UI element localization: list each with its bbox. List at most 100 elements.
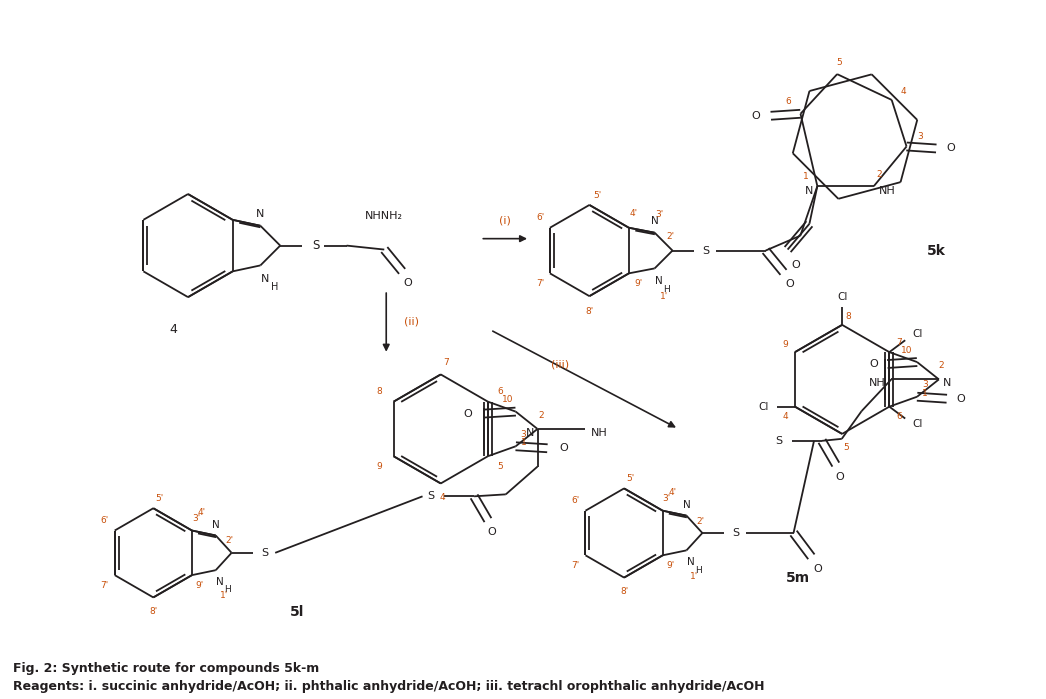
Text: S: S xyxy=(427,491,434,501)
Text: 4': 4' xyxy=(668,489,677,498)
Text: NH: NH xyxy=(869,378,886,389)
Text: NHNH₂: NHNH₂ xyxy=(364,211,403,221)
Text: 5m: 5m xyxy=(786,570,810,584)
Text: (i): (i) xyxy=(499,216,511,226)
Text: S: S xyxy=(312,239,320,252)
Text: NH: NH xyxy=(880,186,896,196)
Text: 4: 4 xyxy=(440,493,446,502)
Text: 5': 5' xyxy=(593,191,601,199)
Text: H: H xyxy=(663,284,669,294)
Text: Cl: Cl xyxy=(837,292,847,302)
Text: S: S xyxy=(775,436,782,446)
Text: O: O xyxy=(956,394,965,404)
Text: 6': 6' xyxy=(571,496,579,505)
Text: Cl: Cl xyxy=(912,419,923,429)
Text: 9': 9' xyxy=(635,279,643,288)
Text: S: S xyxy=(732,528,740,538)
Text: 7: 7 xyxy=(442,358,449,367)
Text: 6: 6 xyxy=(896,412,902,421)
Text: 8': 8' xyxy=(620,587,629,596)
Text: 1': 1' xyxy=(690,572,699,581)
Text: 5k: 5k xyxy=(927,243,946,257)
Text: 2': 2' xyxy=(666,232,675,241)
Text: 7': 7' xyxy=(571,561,579,570)
Text: 2: 2 xyxy=(876,170,882,179)
Text: Cl: Cl xyxy=(912,329,923,339)
Text: NH: NH xyxy=(591,428,608,438)
Text: N: N xyxy=(525,428,533,438)
Text: 6: 6 xyxy=(786,97,792,106)
Text: O: O xyxy=(487,527,496,537)
Text: N: N xyxy=(683,500,690,510)
Text: 4: 4 xyxy=(169,324,177,336)
Text: O: O xyxy=(404,278,412,288)
Text: Reagents: i. succinic anhydride/AcOH; ii. phthalic anhydride/AcOH; iii. tetrachl: Reagents: i. succinic anhydride/AcOH; ii… xyxy=(13,679,764,693)
Text: 3: 3 xyxy=(521,430,526,439)
Text: H: H xyxy=(224,586,231,594)
Text: 8': 8' xyxy=(586,308,593,317)
Text: O: O xyxy=(786,279,794,289)
Text: 3': 3' xyxy=(656,210,664,219)
Text: 1: 1 xyxy=(802,172,809,181)
Text: 4': 4' xyxy=(630,210,638,218)
Text: O: O xyxy=(869,359,878,369)
Text: 5': 5' xyxy=(155,493,163,503)
Text: N: N xyxy=(942,378,951,389)
Text: 7': 7' xyxy=(536,279,544,288)
Text: 4: 4 xyxy=(901,87,907,96)
Text: 3': 3' xyxy=(191,514,200,523)
Text: 9': 9' xyxy=(196,581,204,589)
Text: S: S xyxy=(262,548,269,558)
Text: 3': 3' xyxy=(662,494,670,503)
Text: S: S xyxy=(703,245,710,256)
Text: 2: 2 xyxy=(938,361,943,370)
Text: 10: 10 xyxy=(902,345,913,354)
Text: 1: 1 xyxy=(521,438,526,447)
Text: 1': 1' xyxy=(220,591,228,600)
Text: N: N xyxy=(256,209,265,219)
Text: (iii): (iii) xyxy=(550,359,569,370)
Text: 6': 6' xyxy=(536,213,544,222)
Text: 7': 7' xyxy=(100,581,109,589)
Text: O: O xyxy=(559,443,568,453)
Text: 1': 1' xyxy=(660,291,668,301)
Text: 4: 4 xyxy=(782,412,788,421)
Text: 5l: 5l xyxy=(290,605,304,619)
Text: 3: 3 xyxy=(917,132,924,141)
Text: 8: 8 xyxy=(845,312,851,322)
Text: N: N xyxy=(215,577,224,587)
Text: 9': 9' xyxy=(666,561,675,570)
Text: 2: 2 xyxy=(539,410,544,419)
Text: 5: 5 xyxy=(843,443,849,452)
Text: O: O xyxy=(813,563,822,574)
Text: H: H xyxy=(695,565,702,575)
Text: N: N xyxy=(686,557,695,568)
Text: 6: 6 xyxy=(497,387,503,396)
Text: Fig. 2: Synthetic route for compounds 5k-m: Fig. 2: Synthetic route for compounds 5k… xyxy=(13,662,319,675)
Text: 7: 7 xyxy=(896,338,902,347)
Text: 2': 2' xyxy=(697,517,704,526)
Text: 9: 9 xyxy=(782,340,788,349)
Text: 6': 6' xyxy=(100,516,109,525)
Text: 10: 10 xyxy=(502,395,514,404)
Text: 5': 5' xyxy=(626,474,634,483)
Text: 9: 9 xyxy=(377,461,383,470)
Text: N: N xyxy=(651,216,659,226)
Text: 5: 5 xyxy=(837,58,842,66)
Text: N: N xyxy=(262,274,270,284)
Text: 8': 8' xyxy=(150,607,158,616)
Text: O: O xyxy=(836,472,844,482)
Text: O: O xyxy=(463,409,473,419)
Text: O: O xyxy=(792,261,800,271)
Text: O: O xyxy=(947,143,956,154)
Text: N: N xyxy=(655,276,662,287)
Text: O: O xyxy=(751,110,760,121)
Text: 2': 2' xyxy=(226,536,233,545)
Text: 5: 5 xyxy=(497,461,503,470)
Text: 1: 1 xyxy=(923,389,928,398)
Text: (ii): (ii) xyxy=(404,317,418,327)
Text: N: N xyxy=(805,186,814,196)
Text: N: N xyxy=(212,519,220,530)
Text: Cl: Cl xyxy=(758,402,769,412)
Text: 4': 4' xyxy=(198,508,206,517)
